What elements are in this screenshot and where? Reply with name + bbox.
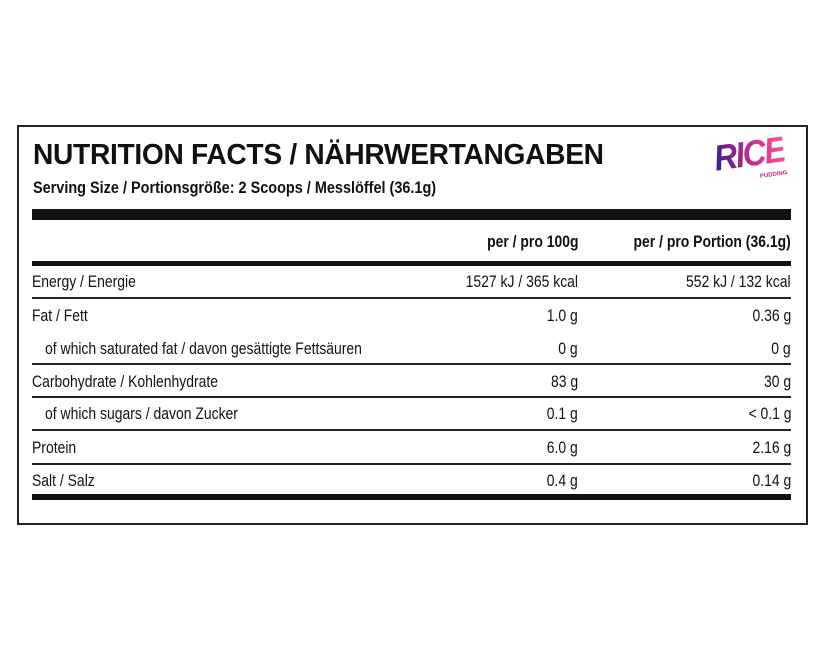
- row-label: Salt / Salz: [32, 471, 95, 490]
- value-per-100g: 83 g: [550, 372, 578, 391]
- row-label: of which saturated fat / davon gesättigt…: [45, 339, 362, 358]
- column-header: per / pro Portion (36.1g): [633, 232, 791, 251]
- row-label: Energy / Energie: [32, 272, 136, 291]
- thick-bar: [32, 494, 791, 500]
- value-per-100g: 0.1 g: [546, 404, 578, 423]
- column-header: per / pro 100g: [486, 232, 578, 251]
- value-per-100g: 0.4 g: [546, 471, 578, 490]
- value-per-portion: < 0.1 g: [747, 404, 791, 423]
- row-label: Fat / Fett: [32, 306, 88, 325]
- divider: [32, 297, 791, 299]
- value-per-portion: 552 kJ / 132 kcal: [686, 272, 791, 291]
- value-per-100g: 1.0 g: [546, 306, 578, 325]
- title: NUTRITION FACTS / NÄHRWERTANGABEN: [33, 139, 604, 171]
- value-per-100g: 0 g: [558, 339, 578, 358]
- divider: [32, 429, 791, 431]
- serving-size: Serving Size / Portionsgröße: 2 Scoops /…: [33, 178, 437, 197]
- row-label: of which sugars / davon Zucker: [45, 404, 238, 423]
- thick-bar: [32, 261, 791, 266]
- row-label: Protein: [32, 438, 77, 457]
- logo-text: RICE: [711, 128, 787, 179]
- divider: [32, 463, 791, 465]
- row-label: Carbohydrate / Kohlenhydrate: [32, 372, 218, 391]
- divider: [32, 396, 791, 398]
- value-per-100g: 1527 kJ / 365 kcal: [465, 272, 578, 291]
- label-box: [17, 125, 808, 525]
- value-per-portion: 0.36 g: [752, 306, 791, 325]
- value-per-portion: 0 g: [771, 339, 791, 358]
- thick-bar: [32, 209, 791, 220]
- divider: [32, 363, 791, 365]
- value-per-100g: 6.0 g: [546, 438, 578, 457]
- value-per-portion: 0.14 g: [752, 471, 791, 490]
- value-per-portion: 2.16 g: [752, 438, 791, 457]
- value-per-portion: 30 g: [763, 372, 791, 391]
